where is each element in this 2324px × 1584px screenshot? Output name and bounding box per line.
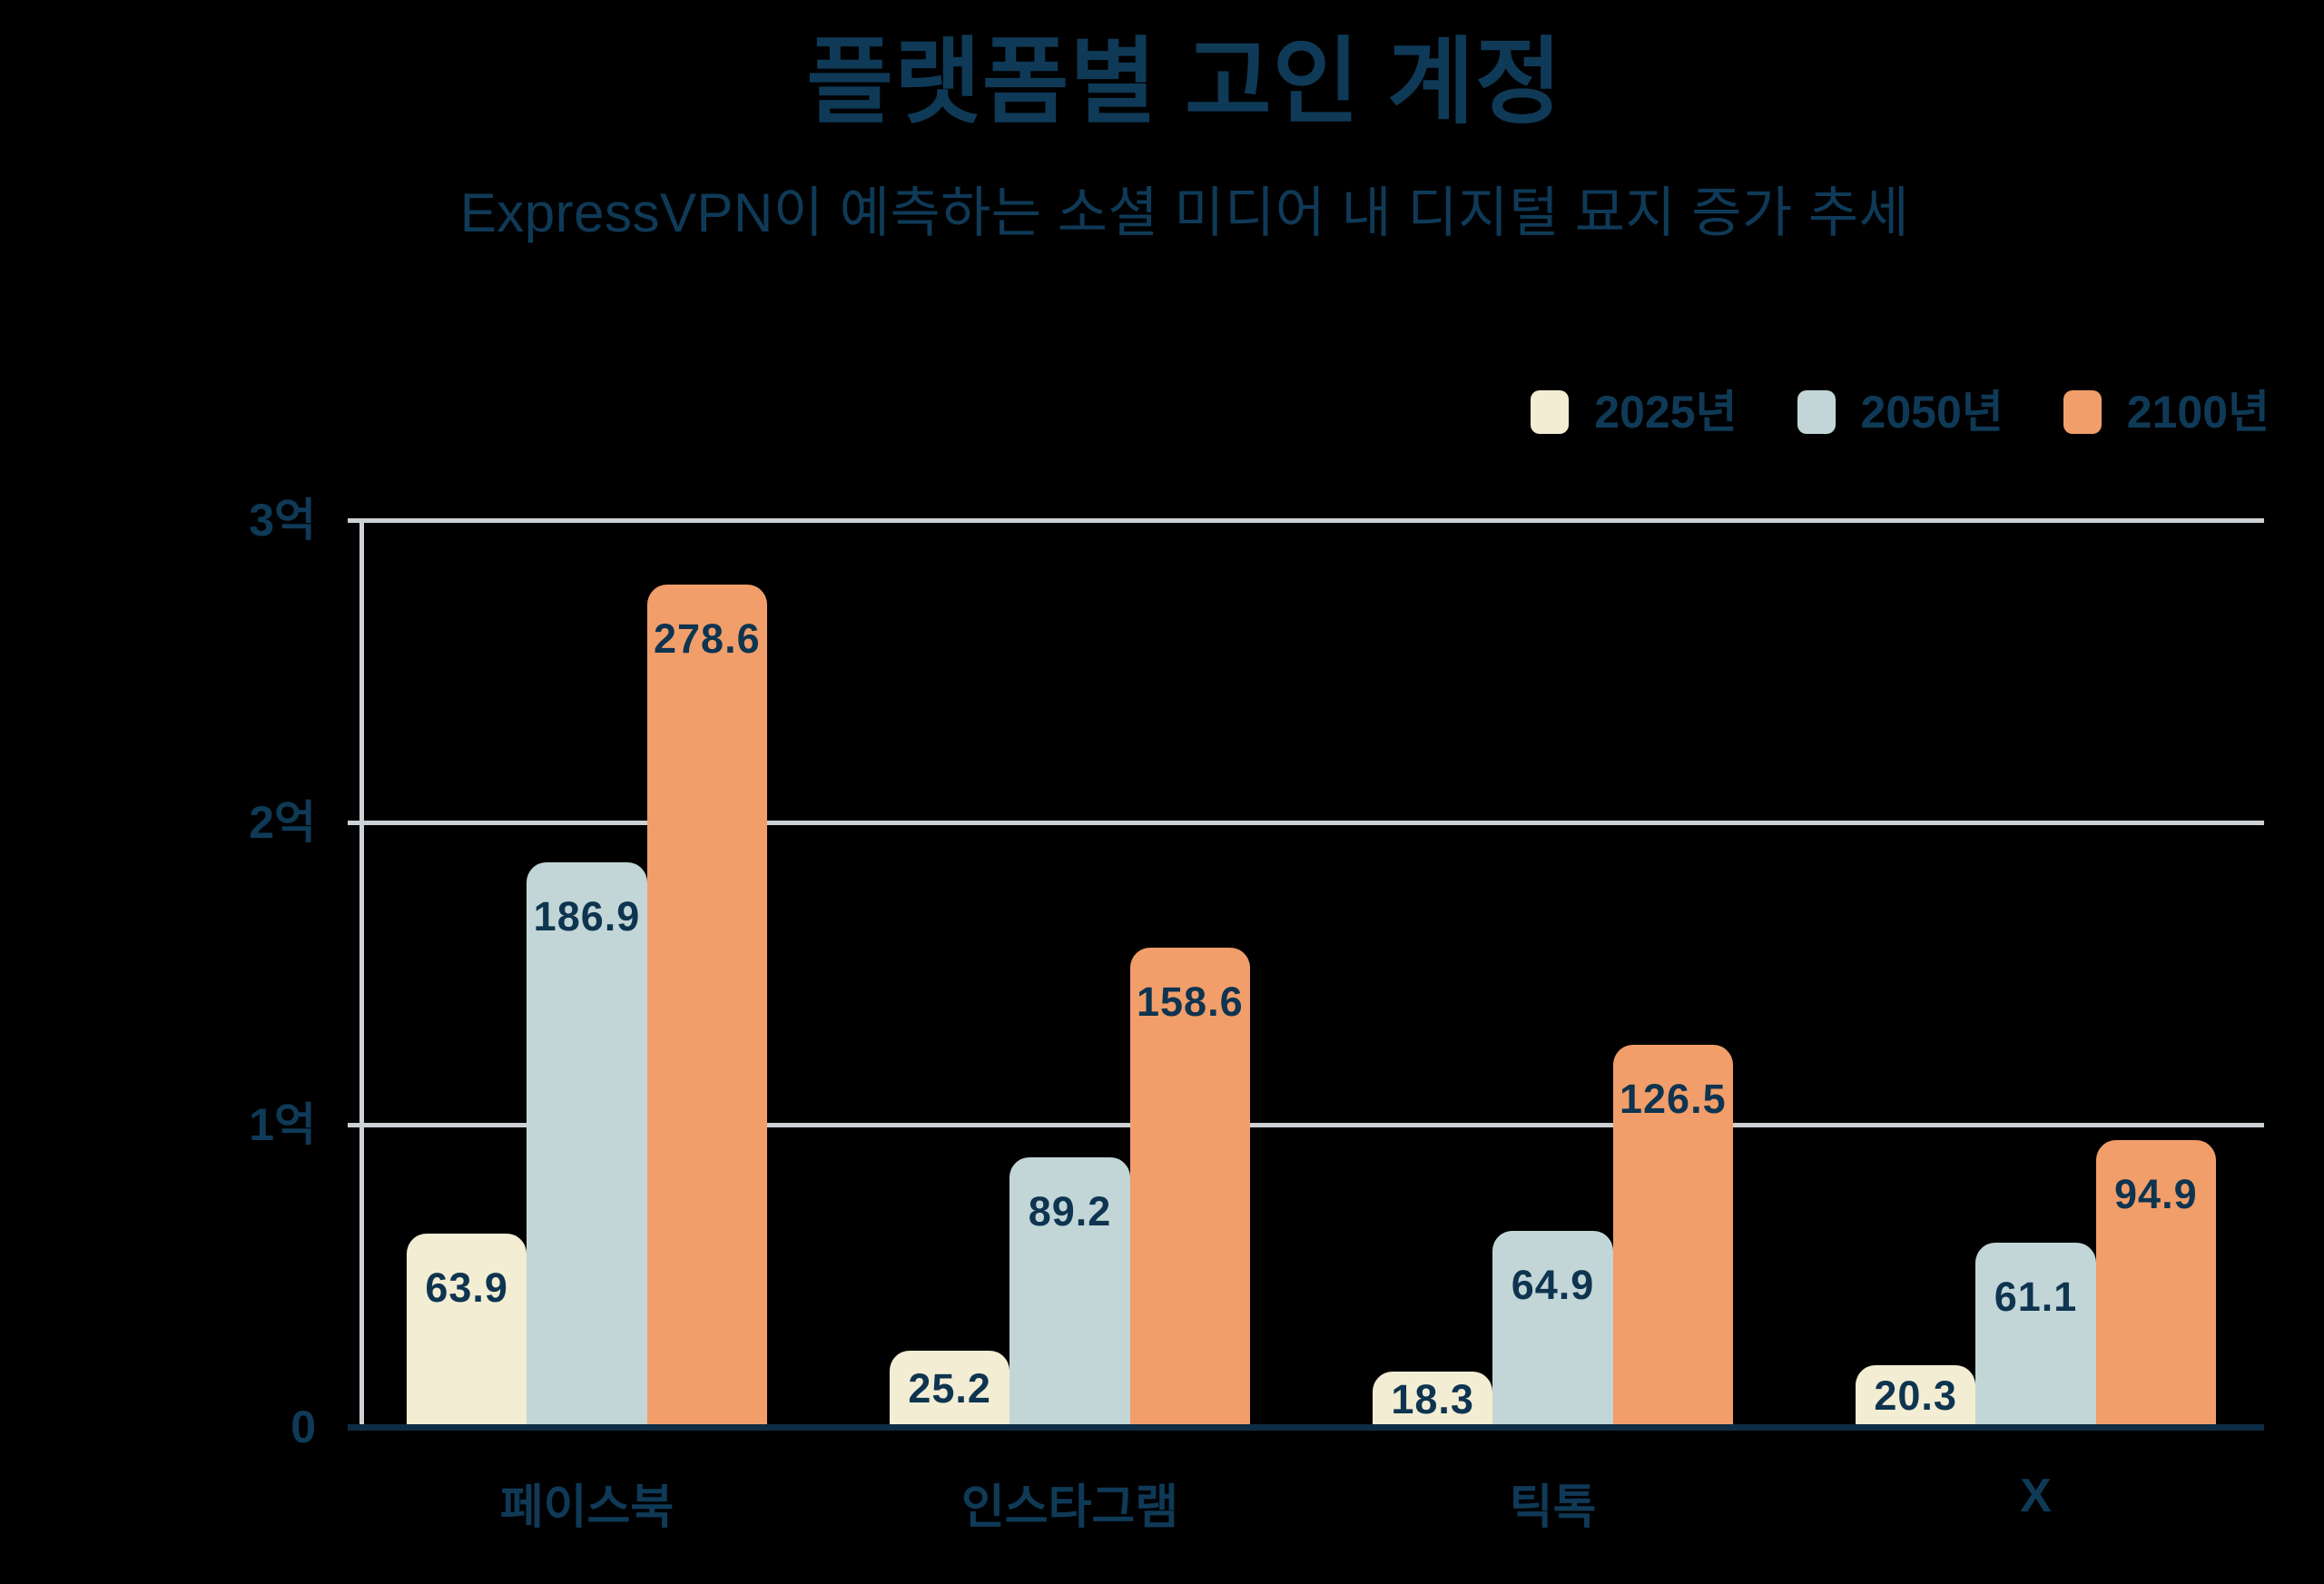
bar-value-label: 126.5 <box>1620 1076 1727 1122</box>
bar-value-label: 186.9 <box>533 893 641 940</box>
legend-label-2100: 2100년 <box>2126 387 2270 438</box>
y-tick-label-3억: 3억 <box>249 495 316 546</box>
bar-value-label: 89.2 <box>1028 1188 1112 1235</box>
chart-title: 플랫폼별 고인 계정 <box>806 30 1563 135</box>
bar-facebook-2100: 278.6 <box>646 585 767 1427</box>
bar-group-instagram: 25.2 89.2 158.6 인스타그램 <box>890 520 1250 1534</box>
category-label-facebook: 페이스북 <box>499 1481 675 1534</box>
legend-item-2025: 2025년 <box>1531 387 1738 438</box>
legend-item-2100: 2100년 <box>2063 387 2270 438</box>
legend-swatch-2100-icon <box>2063 390 2102 434</box>
bar-value-label: 25.2 <box>908 1365 991 1412</box>
bar-instagram-2050: 89.2 <box>1009 1157 1130 1427</box>
bar-value-label: 61.1 <box>1994 1274 2078 1320</box>
bar-x-2050: 61.1 <box>1975 1243 2096 1427</box>
y-tick-label-1억: 1억 <box>249 1099 316 1150</box>
bar-value-label: 278.6 <box>654 615 761 662</box>
legend-item-2050: 2050년 <box>1797 387 2004 438</box>
bar-tiktok-2025: 18.3 <box>1373 1372 1493 1427</box>
category-label-tiktok: 틱톡 <box>1509 1481 1597 1534</box>
bar-tiktok-2050: 64.9 <box>1492 1231 1613 1427</box>
y-axis-line <box>359 520 364 1427</box>
bar-x-2025: 20.3 <box>1856 1365 1976 1427</box>
bar-facebook-2050: 186.9 <box>527 862 647 1427</box>
bar-x-2100: 94.9 <box>2095 1140 2216 1427</box>
gridline-1억 <box>348 1122 2264 1127</box>
bar-facebook-2025: 63.9 <box>407 1234 527 1427</box>
bar-group-x: 20.3 61.1 94.9 X <box>1856 520 2216 1522</box>
legend-label-2025: 2025년 <box>1594 387 1738 438</box>
legend: 2025년 2050년 2100년 <box>1531 387 2270 438</box>
bar-value-label: 94.9 <box>2114 1171 2198 1217</box>
bar-value-label: 64.9 <box>1511 1262 1595 1308</box>
legend-label-2050: 2050년 <box>1860 387 2004 438</box>
bar-value-label: 18.3 <box>1391 1375 1474 1422</box>
legend-swatch-2025-icon <box>1531 390 1570 434</box>
legend-swatch-2050-icon <box>1797 390 1836 434</box>
y-tick-label-2억: 2억 <box>249 797 316 848</box>
bar-group-tiktok: 18.3 64.9 126.5 틱톡 <box>1373 520 1733 1534</box>
gridline-3억 <box>348 517 2264 523</box>
bar-instagram-2025: 25.2 <box>890 1351 1010 1427</box>
chart-subtitle: ExpressVPN이 예측하는 소셜 미디어 내 디지털 묘지 증가 추세 <box>459 182 1910 243</box>
bar-tiktok-2100: 126.5 <box>1612 1045 1733 1427</box>
category-label-x: X <box>2020 1470 2052 1522</box>
bar-instagram-2100: 158.6 <box>1129 948 1250 1427</box>
bar-value-label: 63.9 <box>425 1264 508 1311</box>
y-tick-label-0: 0 <box>290 1402 316 1452</box>
x-axis-baseline <box>348 1423 2264 1431</box>
gridline-2억 <box>348 820 2264 825</box>
bar-value-label: 20.3 <box>1874 1372 1957 1419</box>
plot-area: 0 1억 2억 3억 63.9 186.9 278.6 페이스북 25.2 89.2 158.6 인스… <box>249 495 2264 1534</box>
category-label-instagram: 인스타그램 <box>960 1481 1179 1534</box>
bar-group-facebook: 63.9 186.9 278.6 페이스북 <box>407 520 767 1534</box>
bar-value-label: 158.6 <box>1137 979 1244 1025</box>
